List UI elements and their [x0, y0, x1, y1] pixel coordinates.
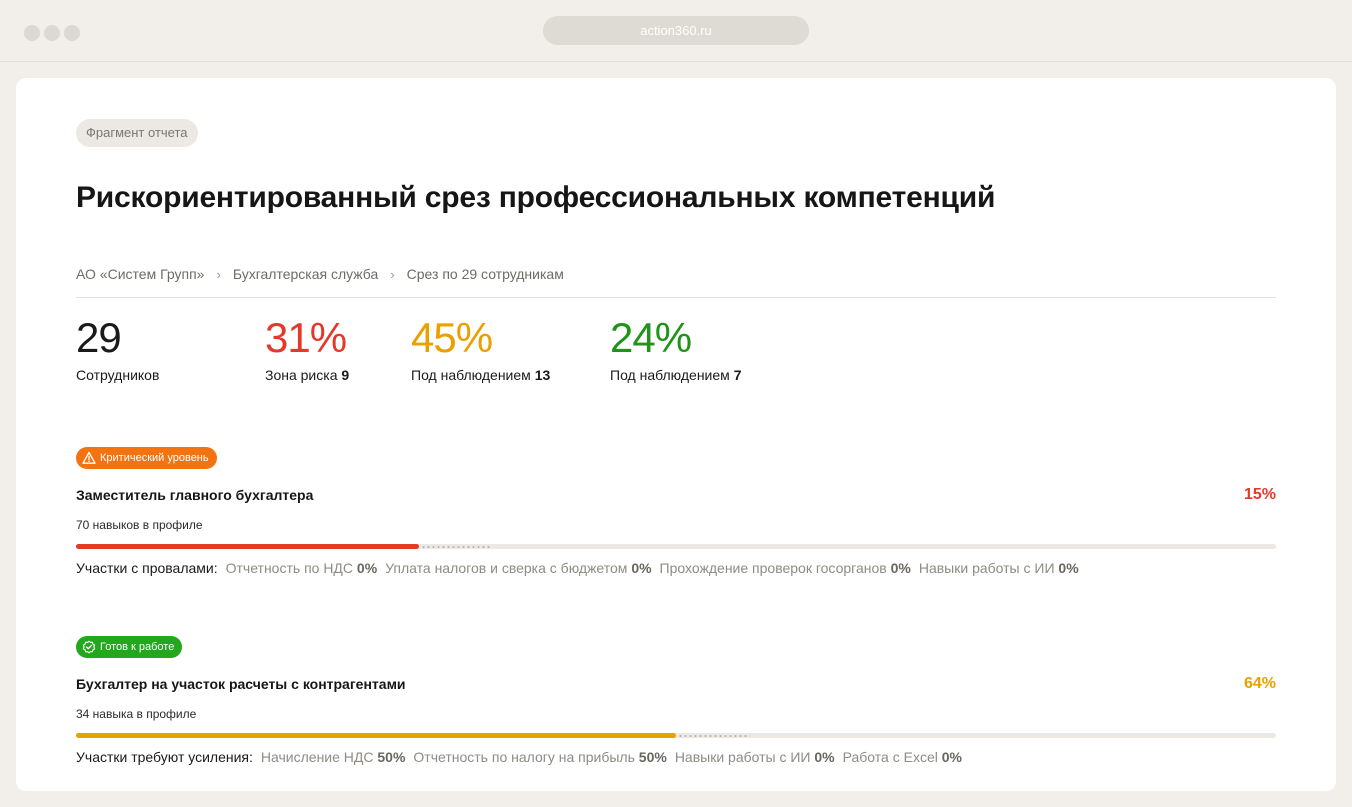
stat-value: 31%: [265, 314, 347, 361]
weak-area-item: Работа с Excel 0%: [842, 749, 962, 765]
progress-projection: [678, 735, 751, 737]
stat-label: Сотрудников: [76, 367, 160, 383]
weak-area-item: Прохождение проверок госорганов 0%: [659, 560, 911, 576]
warning-icon: [82, 451, 96, 465]
weak-areas-label: Участки требуют усиления:: [76, 749, 253, 765]
role-percent: 15%: [1243, 486, 1276, 503]
stat-count: 7: [733, 367, 742, 383]
stat-risk-zone: 31% Зона риска 9: [265, 314, 349, 383]
window-dot-close[interactable]: [24, 25, 40, 41]
report-card: Фрагмент отчета Рискориентированный срез…: [16, 78, 1336, 791]
breadcrumb: АО «Систем Групп» › Бухгалтерская служба…: [76, 266, 564, 282]
weak-area-item: Начисление НДС 50%: [260, 749, 406, 765]
stat-count: 9: [341, 367, 350, 383]
report-fragment-tag: Фрагмент отчета: [76, 119, 198, 147]
stat-label: Под наблюдением 7: [610, 367, 742, 383]
page-title: Рискориентированный срез профессиональны…: [76, 181, 996, 214]
weak-area-item: Отчетность по НДС 0%: [225, 560, 378, 576]
status-badge-ready: Готов к работе: [76, 636, 183, 658]
weak-area-item: Навыки работы с ИИ 0%: [674, 749, 835, 765]
role-skill-count: 70 навыков в профиле: [76, 518, 203, 532]
weak-area-item: Уплата налогов и сверка с бюджетом 0%: [385, 560, 652, 576]
stat-value: 45%: [411, 314, 493, 361]
role-title[interactable]: Заместитель главного бухгалтера: [76, 487, 314, 503]
progress-fill: [76, 733, 676, 738]
progress-fill: [76, 544, 420, 549]
role-skill-count: 34 навыка в профиле: [76, 707, 197, 721]
breadcrumb-department[interactable]: Бухгалтерская служба: [232, 266, 379, 282]
weak-area-item: Навыки работы с ИИ 0%: [918, 560, 1079, 576]
check-badge-icon: [82, 640, 96, 654]
role-title[interactable]: Бухгалтер на участок расчеты с контраген…: [76, 676, 406, 692]
stat-value: 24%: [610, 314, 692, 361]
weak-areas: Участки с провалами: Отчетность по НДС 0…: [76, 560, 1087, 576]
window-dot-maximize[interactable]: [64, 25, 80, 41]
progress-track: [76, 733, 1276, 738]
divider: [76, 297, 1276, 298]
breadcrumb-current: Срез по 29 сотрудникам: [406, 266, 564, 282]
weak-areas-label: Участки с провалами:: [76, 560, 218, 576]
stat-label: Под наблюдением 13: [411, 367, 551, 383]
status-badge-critical: Критический уровень: [76, 447, 217, 469]
weak-areas: Участки требуют усиления: Начисление НДС…: [76, 749, 970, 765]
role-percent: 64%: [1243, 675, 1276, 692]
progress-projection: [421, 546, 493, 548]
progress-track: [76, 544, 1276, 549]
weak-area-item: Отчетность по налогу на прибыль 50%: [413, 749, 667, 765]
badge-label: Критический уровень: [100, 452, 209, 464]
stat-observation-ready: 24% Под наблюдением 7: [610, 314, 741, 383]
stat-label: Зона риска 9: [265, 367, 350, 383]
window-dot-minimize[interactable]: [44, 25, 60, 41]
stat-value: 29: [76, 314, 122, 361]
window-controls: [24, 25, 80, 41]
stat-observation: 45% Под наблюдением 13: [411, 314, 550, 383]
browser-toolbar: action360.ru: [0, 0, 1352, 62]
chevron-right-icon: ›: [390, 266, 395, 282]
stat-count: 13: [534, 367, 551, 383]
badge-label: Готов к работе: [100, 641, 175, 653]
chevron-right-icon: ›: [216, 266, 221, 282]
address-bar[interactable]: action360.ru: [543, 16, 809, 45]
breadcrumb-company[interactable]: АО «Систем Групп»: [76, 266, 205, 282]
stat-employees: 29 Сотрудников: [76, 314, 159, 383]
